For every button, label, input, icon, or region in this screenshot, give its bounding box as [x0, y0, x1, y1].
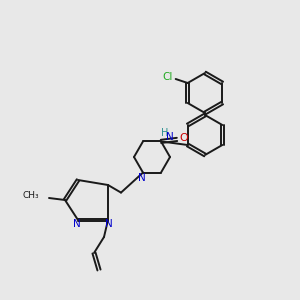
Text: O: O: [180, 134, 188, 143]
Text: H: H: [161, 128, 168, 138]
Text: CH₃: CH₃: [22, 191, 39, 200]
Text: N: N: [73, 219, 81, 229]
Text: N: N: [105, 219, 113, 229]
Text: Cl: Cl: [163, 72, 173, 82]
Text: N: N: [138, 172, 146, 183]
Text: N: N: [167, 132, 174, 142]
